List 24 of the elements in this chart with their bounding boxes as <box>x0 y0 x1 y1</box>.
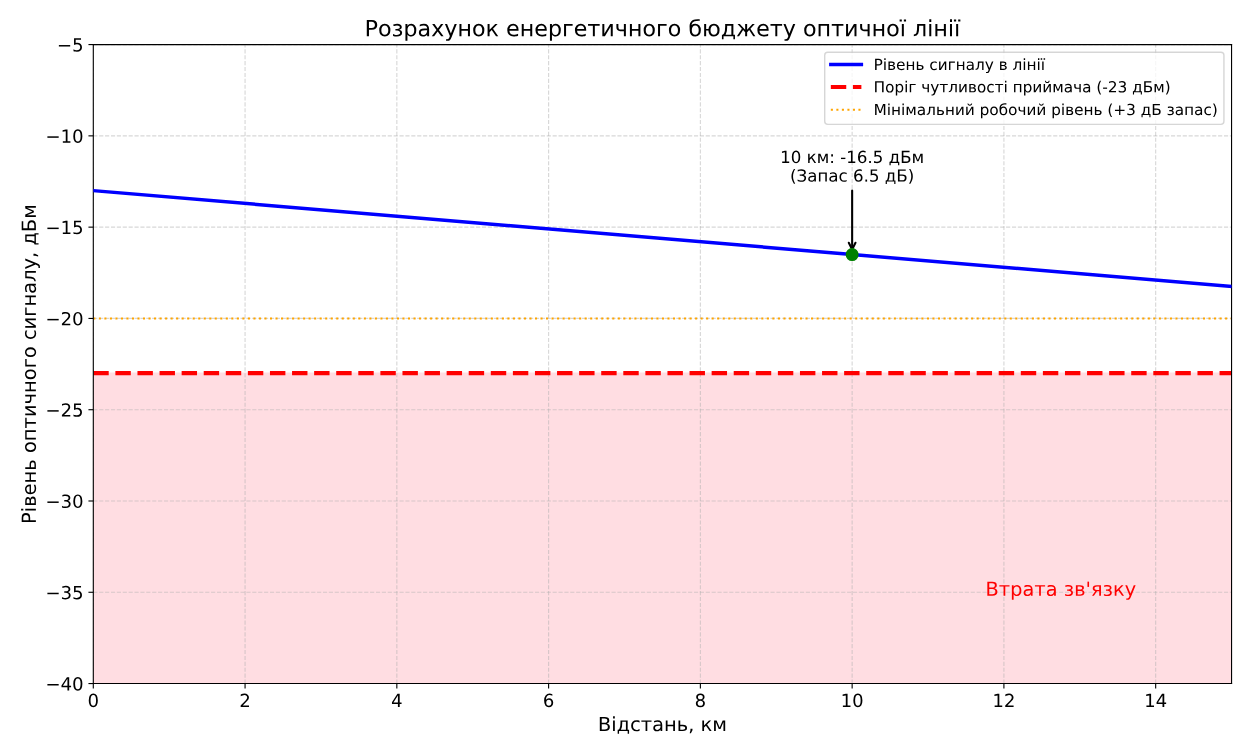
y-tick-label: −25 <box>47 403 82 417</box>
legend-label: Поріг чутливості приймача (-23 дБм) <box>875 80 1170 96</box>
y-tick-label: −30 <box>47 494 83 509</box>
legend-label: Мінімальний робочий рівень (+3 дБ запас) <box>875 103 1217 119</box>
x-tick-label: 14 <box>1146 693 1167 707</box>
x-tick-label: 6 <box>544 693 554 708</box>
x-tick-label: 4 <box>391 693 402 707</box>
y-tick-label: −20 <box>47 311 83 326</box>
x-tick-label: 0 <box>88 693 98 708</box>
x-tick-label: 10 <box>842 693 863 708</box>
x-tick-label: 8 <box>695 693 705 708</box>
x-tick-label: 2 <box>240 693 249 707</box>
chart-title: Розрахунок енергетичного бюджету оптичної лінії <box>366 18 961 41</box>
y-tick-label: −15 <box>47 220 82 235</box>
y-tick-label: −40 <box>47 677 83 691</box>
y-tick-label: −35 <box>47 585 82 600</box>
x-tick-label: 12 <box>994 693 1014 707</box>
annotation: 10 км: -16.5 дБм (Запас 6.5 дБ) <box>781 150 923 184</box>
x-axis-title: Відстань, км <box>599 716 726 734</box>
y-tick-label: −5 <box>58 38 82 52</box>
y-axis-title: Рівень оптичного сигналу, дБм <box>21 205 40 523</box>
y-tick-label: −10 <box>47 129 83 143</box>
legend-label: Рівень сигналу в лінії <box>875 58 1046 74</box>
band-label: Втрата зв'язку <box>987 581 1136 600</box>
